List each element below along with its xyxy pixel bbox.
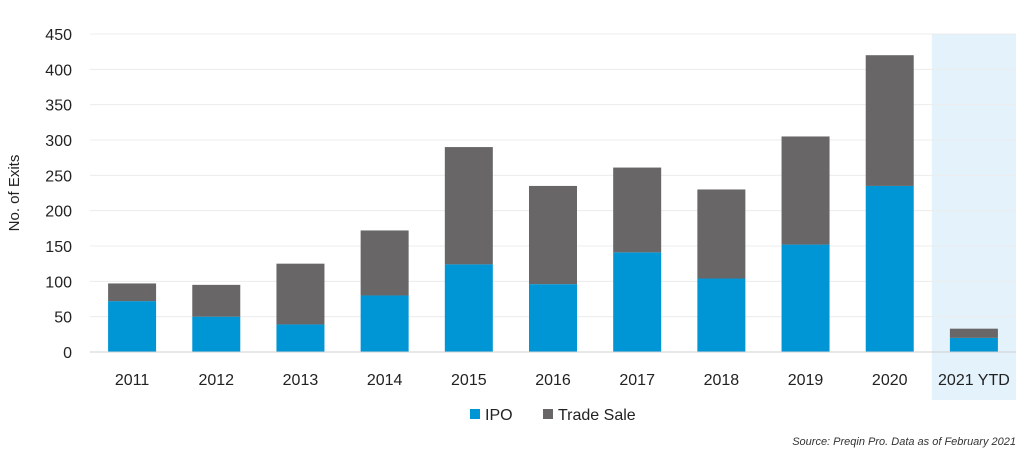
bar-ipo-2019	[781, 244, 830, 352]
bar-trade-sale-2011	[108, 283, 157, 302]
bar-trade-sale-2017	[613, 167, 662, 253]
legend-swatch-ipo	[470, 409, 480, 419]
bar-ipo-2013	[276, 324, 325, 352]
y-tick-label: 400	[45, 62, 72, 79]
bar-trade-sale-2013	[276, 263, 325, 325]
bar-trade-sale-2015	[444, 147, 493, 265]
x-tick-label: 2014	[367, 372, 403, 389]
x-tick-label: 2021 YTD	[938, 372, 1010, 389]
bar-trade-sale-2018	[697, 189, 746, 279]
bar-ipo-2017	[613, 252, 662, 352]
x-tick-label: 2013	[283, 372, 319, 389]
y-tick-label: 200	[45, 204, 72, 221]
y-tick-label: 250	[45, 168, 72, 185]
bar-ipo-2018	[697, 278, 746, 352]
bar-ipo-2014	[360, 295, 409, 352]
x-tick-label: 2012	[198, 372, 234, 389]
y-tick-label: 100	[45, 274, 72, 291]
y-tick-label: 300	[45, 133, 72, 150]
x-tick-label: 2017	[619, 372, 655, 389]
bar-trade-sale-2014	[360, 230, 409, 296]
y-tick-label: 0	[63, 345, 72, 362]
bar-ipo-2011	[108, 301, 157, 352]
bar-trade-sale-2012	[192, 284, 241, 317]
y-tick-label: 150	[45, 239, 72, 256]
y-axis-label: No. of Exits	[6, 155, 23, 232]
x-tick-label: 2020	[872, 372, 908, 389]
bar-trade-sale-2016	[529, 185, 577, 285]
x-tick-label: 2016	[535, 372, 571, 389]
y-tick-label: 50	[54, 310, 72, 327]
bar-trade-sale-2020	[865, 55, 914, 186]
bar-ipo-2021-ytd	[949, 337, 998, 352]
x-tick-label: 2018	[704, 372, 740, 389]
legend-swatch-trade-sale	[543, 409, 553, 419]
legend-label-trade-sale: Trade Sale	[558, 407, 636, 424]
bar-ipo-2012	[192, 316, 241, 352]
legend-label-ipo: IPO	[485, 407, 513, 424]
source-note: Source: Preqin Pro. Data as of February …	[792, 436, 1016, 448]
y-tick-label: 450	[45, 27, 72, 44]
x-tick-label: 2019	[788, 372, 824, 389]
bar-trade-sale-2019	[781, 136, 830, 245]
x-tick-label: 2015	[451, 372, 487, 389]
x-tick-label: 2011	[115, 372, 150, 389]
y-tick-label: 350	[45, 98, 72, 115]
bar-ipo-2015	[444, 264, 493, 352]
bar-trade-sale-2021-ytd	[949, 328, 998, 338]
bar-ipo-2020	[865, 185, 914, 352]
bar-ipo-2016	[529, 284, 577, 352]
